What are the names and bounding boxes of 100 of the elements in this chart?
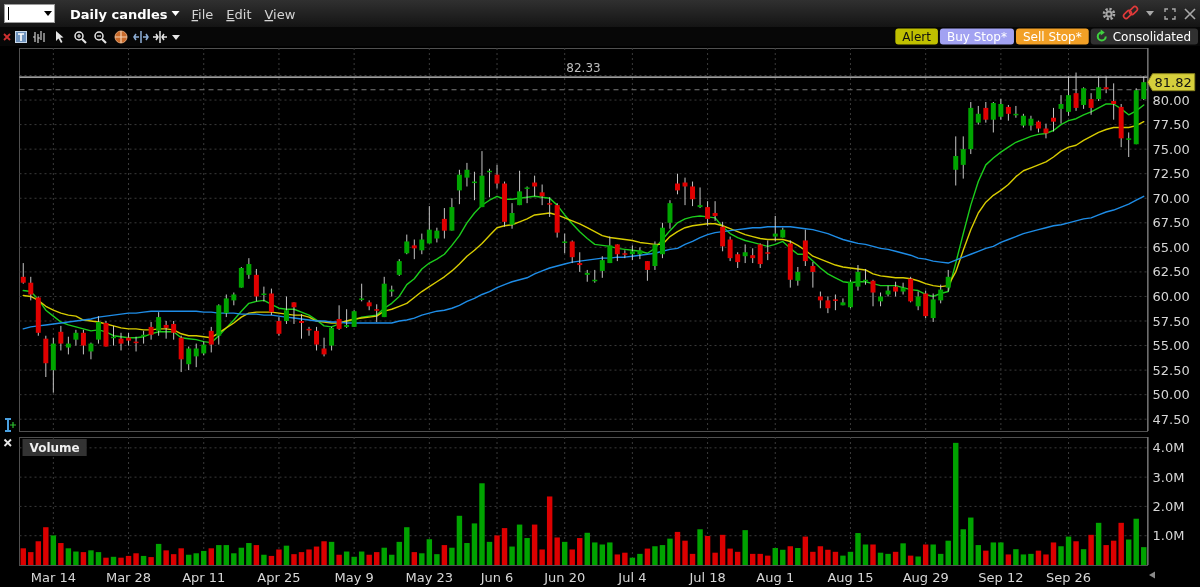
x-tick-label: Mar 14 xyxy=(30,569,76,585)
text: Daily candles xyxy=(70,7,168,22)
bar xyxy=(900,543,906,565)
candlestick xyxy=(80,329,86,355)
candlestick xyxy=(291,301,297,325)
candlestick xyxy=(712,200,718,222)
candlestick xyxy=(404,234,410,255)
candlestick xyxy=(825,295,831,314)
y-tick-label: 75.00 xyxy=(1152,141,1190,157)
x-tick-label: Jul 18 xyxy=(688,569,726,585)
bar xyxy=(449,547,455,565)
bar xyxy=(283,545,290,565)
bar xyxy=(840,555,846,565)
bar xyxy=(43,527,49,565)
bar xyxy=(163,550,169,565)
candlestick xyxy=(855,264,861,292)
bar xyxy=(155,543,162,565)
bar xyxy=(223,545,230,565)
bar xyxy=(990,542,997,565)
bar xyxy=(178,548,184,565)
bar xyxy=(832,551,839,565)
x-tick-label: Mar 28 xyxy=(105,569,152,585)
x-tick-label: Apr 25 xyxy=(257,569,301,585)
bar xyxy=(201,550,207,565)
candlestick xyxy=(253,268,259,302)
bar xyxy=(674,531,681,565)
candlestick xyxy=(908,276,914,303)
candlestick xyxy=(336,304,342,331)
bar xyxy=(28,552,34,565)
text: Consolidated xyxy=(1112,29,1191,44)
bar xyxy=(501,528,508,565)
x-tick-label: Jun 6 xyxy=(479,569,514,585)
candlestick xyxy=(73,329,79,347)
x-tick-label: Aug 1 xyxy=(756,569,795,585)
text: File xyxy=(191,7,214,22)
candlestick xyxy=(456,169,462,205)
y-tick-label: 2.0M xyxy=(1152,498,1185,514)
candlestick xyxy=(1088,92,1094,116)
candlestick xyxy=(923,290,929,319)
bar xyxy=(810,551,816,565)
candlestick xyxy=(208,326,214,353)
bar xyxy=(494,535,500,565)
candlestick xyxy=(720,221,726,252)
bar xyxy=(757,553,763,565)
bar xyxy=(170,554,177,565)
candlestick xyxy=(840,297,846,306)
y-tick-label: 60.00 xyxy=(1152,288,1190,304)
bar xyxy=(486,541,493,565)
candlestick xyxy=(599,255,605,279)
candlestick xyxy=(276,316,282,337)
bar xyxy=(892,551,899,565)
bar xyxy=(404,527,410,565)
y-tick-label: 80.00 xyxy=(1152,92,1190,108)
candlestick xyxy=(1126,131,1132,158)
text: View xyxy=(264,7,296,22)
bar xyxy=(953,442,959,565)
bar xyxy=(268,555,275,565)
bar xyxy=(125,555,132,565)
candlestick xyxy=(990,101,996,133)
candlestick xyxy=(983,101,989,124)
bar xyxy=(1103,545,1109,565)
bar xyxy=(697,529,703,565)
bar xyxy=(870,544,876,565)
bar xyxy=(569,549,575,565)
bar xyxy=(253,545,260,565)
bar xyxy=(58,543,64,565)
bar xyxy=(922,544,929,565)
bar xyxy=(351,556,357,565)
y-tick-label: 1.0M xyxy=(1152,528,1185,544)
bar xyxy=(561,541,568,565)
candlestick xyxy=(268,288,274,316)
candlestick xyxy=(953,135,959,186)
text: Sell Stop* xyxy=(1022,29,1082,44)
bar xyxy=(479,483,485,565)
y-tick-label: 72.50 xyxy=(1152,166,1190,182)
candlestick xyxy=(88,342,94,360)
bar xyxy=(1118,522,1124,565)
bar xyxy=(930,544,936,565)
candlestick xyxy=(441,207,447,240)
bar xyxy=(539,549,545,565)
candlestick xyxy=(697,186,703,209)
bar xyxy=(95,552,102,565)
bar xyxy=(306,549,312,565)
candlestick xyxy=(607,236,613,264)
y-tick-label: 52.50 xyxy=(1152,362,1190,378)
candlestick xyxy=(344,308,350,329)
bar xyxy=(592,542,598,565)
candlestick xyxy=(772,215,778,242)
candlestick xyxy=(742,243,748,264)
candlestick xyxy=(163,320,169,340)
bar xyxy=(667,538,673,565)
bar xyxy=(1065,536,1072,565)
bar xyxy=(719,534,726,565)
bar xyxy=(80,552,87,565)
candlestick xyxy=(975,105,981,126)
candlestick xyxy=(419,233,425,255)
bar xyxy=(937,553,944,565)
candlestick xyxy=(539,184,545,206)
candlestick xyxy=(178,335,184,373)
bar xyxy=(524,538,530,565)
